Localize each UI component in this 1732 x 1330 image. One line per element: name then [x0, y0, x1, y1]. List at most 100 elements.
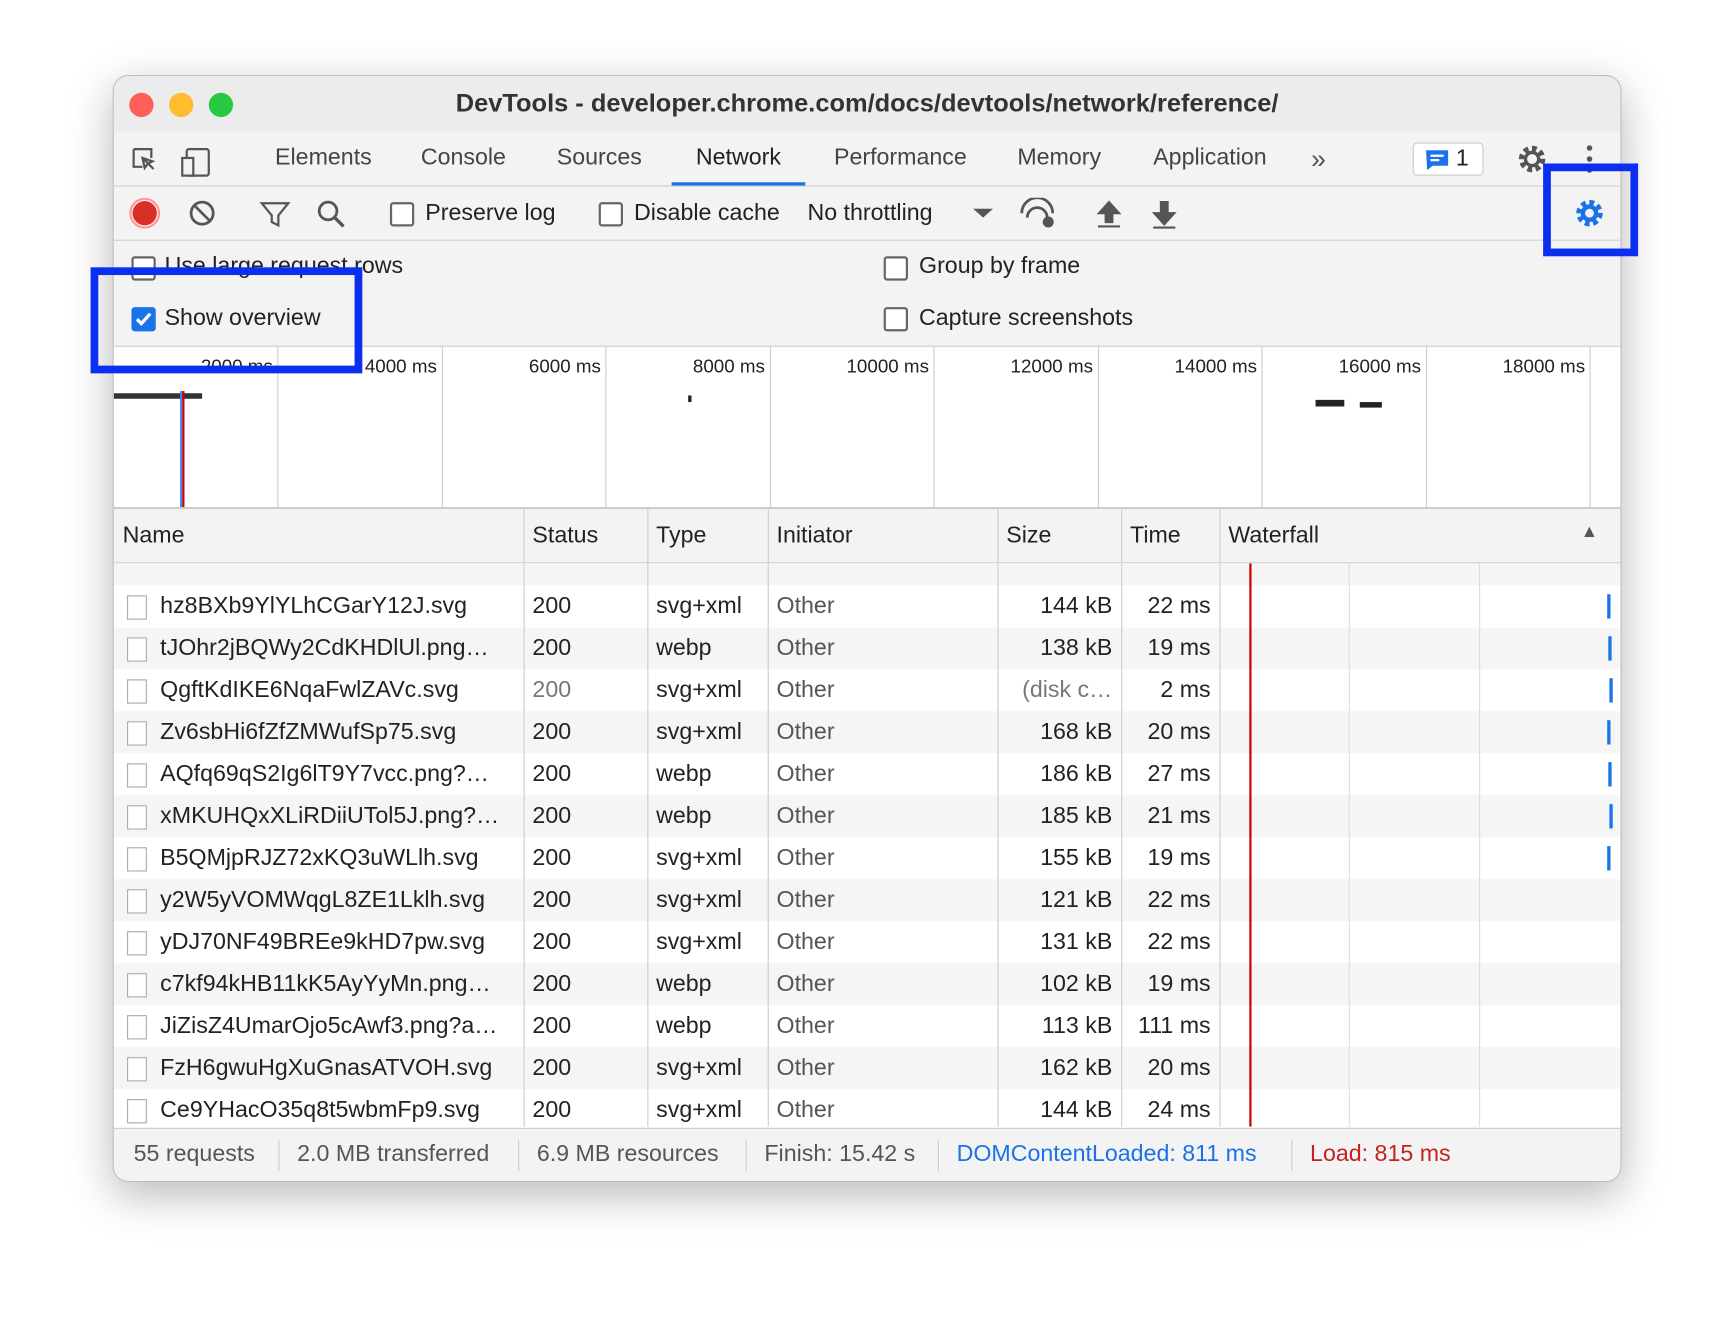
cell: 162 kB	[1040, 1054, 1113, 1081]
toolbar: Preserve log Disable cache No throttling	[113, 186, 1621, 241]
inspect-icons[interactable]	[129, 145, 228, 178]
column-header[interactable]: Type	[656, 522, 707, 548]
request-row[interactable]: c7kf94kHB11kK5AyYyMn.png… 200 webp Other 102…	[113, 963, 1621, 1006]
toolbar-icons-right[interactable]	[971, 197, 1192, 231]
issues-button[interactable]: 1	[1412, 142, 1484, 176]
tab[interactable]: Console	[420, 144, 506, 171]
capture-screenshots-label[interactable]: Capture screenshots	[919, 304, 1134, 331]
checkmark	[135, 312, 152, 327]
file-icon	[127, 679, 147, 704]
file-icon	[127, 847, 147, 872]
cell: 186 kB	[1040, 761, 1113, 787]
overview-tick-label: 16000 ms	[1338, 355, 1422, 377]
show-overview-checkbox[interactable]	[131, 307, 156, 332]
more-tabs[interactable]: »	[1311, 144, 1326, 175]
request-row[interactable]: B5QMjpRJZ72xKQ3uWLlh.svg 200 svg+xml Other 1…	[113, 837, 1621, 880]
request-row[interactable]: JiZisZ4UmarOjo5cAwf3.png?a… 200 webp Other 1…	[113, 1005, 1621, 1048]
column-divider	[523, 509, 525, 563]
cell: svg+xml	[656, 886, 742, 913]
sort-arrow[interactable]: ▲	[1580, 522, 1599, 542]
minimize-button[interactable]	[169, 92, 194, 118]
show-overview-label[interactable]: Show overview	[164, 304, 321, 331]
cell: y2W5yVOMWqgL8ZE1Lklh.svg	[160, 886, 486, 913]
status-item: 55 requests	[133, 1141, 255, 1167]
status-item: 2.0 MB transferred	[297, 1141, 490, 1167]
highlight-box	[1543, 163, 1639, 257]
file-icon	[127, 805, 147, 830]
tab[interactable]: Elements	[275, 144, 372, 171]
file-icon	[127, 889, 147, 914]
column-divider	[1219, 509, 1221, 563]
cell: 200	[532, 1054, 572, 1081]
column-divider	[647, 563, 649, 1127]
cell: svg+xml	[656, 1096, 742, 1123]
disable-cache-checkbox[interactable]	[598, 202, 623, 227]
overview-grid-line	[769, 346, 771, 508]
request-row[interactable]: QgftKdIKE6NqaFwlZAVc.svg 200 svg+xml Other (…	[113, 669, 1621, 712]
disable-cache-label[interactable]: Disable cache	[634, 199, 780, 226]
request-row[interactable]: Zv6sbHi6fZfZMWufSp75.svg 200 svg+xml Other 1…	[113, 711, 1621, 754]
cell: svg+xml	[656, 845, 742, 871]
tab[interactable]: Network	[671, 144, 806, 186]
cell: 138 kB	[1040, 635, 1113, 661]
zoom-button[interactable]	[208, 92, 234, 118]
cell: Zv6sbHi6fZfZMWufSp75.svg	[160, 719, 457, 745]
cell: Other	[776, 1096, 835, 1123]
cell: 168 kB	[1040, 719, 1113, 745]
cell: 22 ms	[1147, 886, 1211, 913]
settings-menu[interactable]	[1514, 142, 1602, 175]
column-header[interactable]: Size	[1006, 522, 1052, 548]
cell: xMKUHQxXLiRDiiUTol5J.png?…	[160, 803, 500, 829]
group-by-frame-checkbox[interactable]	[883, 256, 908, 281]
close-button[interactable]	[129, 92, 154, 118]
request-row[interactable]: FzH6gwuHgXuGnasATVOH.svg 200 svg+xml Other 1…	[113, 1047, 1621, 1090]
column-divider	[997, 509, 999, 563]
status-item: Finish: 15.42 s	[764, 1141, 916, 1167]
waterfall-bar	[1607, 720, 1611, 745]
network-settings-button[interactable]	[1574, 198, 1607, 231]
status-item: DOMContentLoaded: 811 ms	[956, 1141, 1257, 1167]
overview-grid-line	[1425, 346, 1427, 508]
waterfall-grid	[1348, 563, 1350, 1127]
tab[interactable]: Performance	[833, 144, 967, 171]
request-row[interactable]: tJOhr2jBQWy2CdKHDlUl.png… 200 webp Other 138…	[113, 627, 1621, 670]
request-row[interactable]: AQfq69qS2Ig6lT9Y7vcc.png?… 200 webp Other 18…	[113, 753, 1621, 796]
load-marker	[182, 391, 185, 508]
overview-tick-label: 8000 ms	[692, 355, 765, 377]
tab[interactable]: Application	[1153, 144, 1267, 171]
request-row[interactable]: y2W5yVOMWqgL8ZE1Lklh.svg 200 svg+xml Other 1…	[113, 879, 1621, 922]
tab-bar: » 1 Elements Console Sources Network Perform…	[113, 131, 1621, 187]
file-icon	[127, 1015, 147, 1040]
column-header[interactable]: Waterfall	[1228, 522, 1319, 548]
throttling-select[interactable]: No throttling	[807, 199, 933, 226]
column-header[interactable]: Name	[122, 522, 185, 548]
waterfall-bar	[1608, 762, 1612, 787]
request-row[interactable]: xMKUHQxXLiRDiiUTol5J.png?… 200 webp Other 18…	[113, 795, 1621, 838]
preserve-log-label[interactable]: Preserve log	[425, 199, 556, 226]
window-title: DevTools - developer.chrome.com/docs/dev…	[455, 88, 1279, 118]
cell: Other	[776, 1054, 835, 1081]
cell: 19 ms	[1147, 970, 1211, 997]
group-by-frame-label[interactable]: Group by frame	[919, 252, 1081, 279]
table-body: hz8BXb9YlYLhCGarY12J.svg 200 svg+xml Other 1…	[113, 563, 1621, 1127]
request-row[interactable]: yDJ70NF49BREe9kHD7pw.svg 200 svg+xml Other 1…	[113, 921, 1621, 964]
request-row[interactable]: Ce9YHacO35q8t5wbmFp9.svg 200 svg+xml Other 1…	[113, 1089, 1621, 1127]
cell: Other	[776, 970, 835, 997]
request-row[interactable]: hz8BXb9YlYLhCGarY12J.svg 200 svg+xml Other 1…	[113, 585, 1621, 628]
column-header[interactable]: Time	[1130, 522, 1181, 548]
preserve-log-checkbox[interactable]	[389, 202, 415, 227]
capture-screenshots-checkbox[interactable]	[883, 307, 908, 332]
tab[interactable]: Memory	[1017, 144, 1102, 171]
column-header[interactable]: Initiator	[776, 522, 853, 548]
column-header[interactable]: Status	[532, 522, 599, 548]
tab[interactable]: Sources	[556, 144, 642, 171]
cell: 200	[532, 719, 572, 745]
overview-tick-label: 18000 ms	[1502, 355, 1586, 377]
overview-bar	[688, 395, 692, 403]
toolbar-icons[interactable]	[129, 197, 383, 231]
cell: 200	[532, 635, 572, 661]
cell: 121 kB	[1040, 886, 1113, 913]
status-divider	[937, 1139, 939, 1171]
